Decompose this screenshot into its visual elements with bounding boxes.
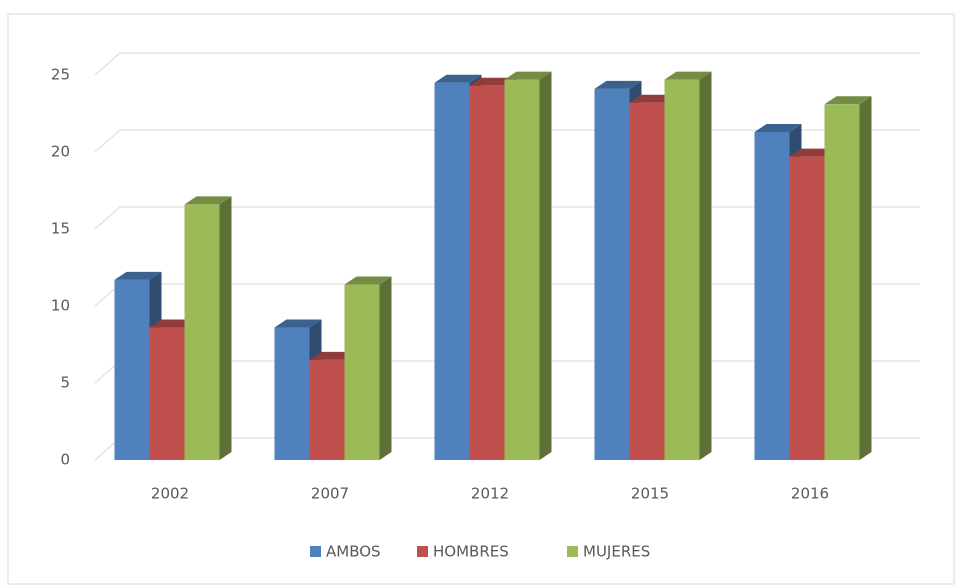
y-tick-label: 10 [51, 297, 70, 315]
bar-top [434, 74, 482, 83]
bar-side [539, 71, 552, 461]
grid-line-depth [94, 52, 121, 76]
x-tick-label: 2007 [311, 485, 349, 503]
bar [504, 79, 540, 461]
bar [114, 279, 150, 460]
legend-swatch [567, 546, 578, 557]
legend-swatch [310, 546, 321, 557]
bar [149, 327, 185, 460]
grid-line-depth [94, 206, 121, 230]
bar-top [184, 196, 232, 205]
bar [789, 156, 825, 460]
legend-label: MUJERES [583, 543, 650, 561]
y-tick-label: 15 [51, 220, 70, 238]
bar-side [859, 96, 872, 460]
bar-side [379, 276, 392, 460]
y-tick-label: 0 [60, 451, 70, 469]
bar [594, 88, 630, 461]
bar [629, 102, 665, 460]
y-tick-label: 20 [51, 143, 70, 161]
bar-top [754, 123, 802, 132]
bar [664, 79, 700, 461]
bar-top [344, 276, 392, 285]
bar-top [274, 319, 322, 328]
grid-line-depth [94, 129, 121, 153]
bar-top [114, 271, 162, 280]
x-tick-label: 2015 [631, 485, 669, 503]
bar [434, 82, 470, 460]
x-tick-label: 2002 [151, 485, 189, 503]
bar [309, 359, 345, 460]
bar [469, 85, 505, 460]
x-tick-label: 2016 [791, 485, 829, 503]
legend-label: HOMBRES [433, 543, 509, 561]
x-tick-label: 2012 [471, 485, 509, 503]
bar [824, 104, 860, 460]
bar-top [664, 71, 712, 80]
y-tick-label: 5 [60, 374, 70, 392]
bar-side [699, 71, 712, 461]
legend-swatch [417, 546, 428, 557]
bar [754, 131, 790, 461]
bar-top [594, 80, 642, 89]
legend-label: AMBOS [326, 543, 381, 561]
y-tick-label: 25 [51, 66, 70, 84]
bar [274, 327, 310, 460]
bar [184, 204, 220, 460]
bar-side [219, 196, 232, 461]
bar-top [504, 71, 552, 80]
bar-top [824, 96, 872, 105]
bar [344, 284, 380, 460]
